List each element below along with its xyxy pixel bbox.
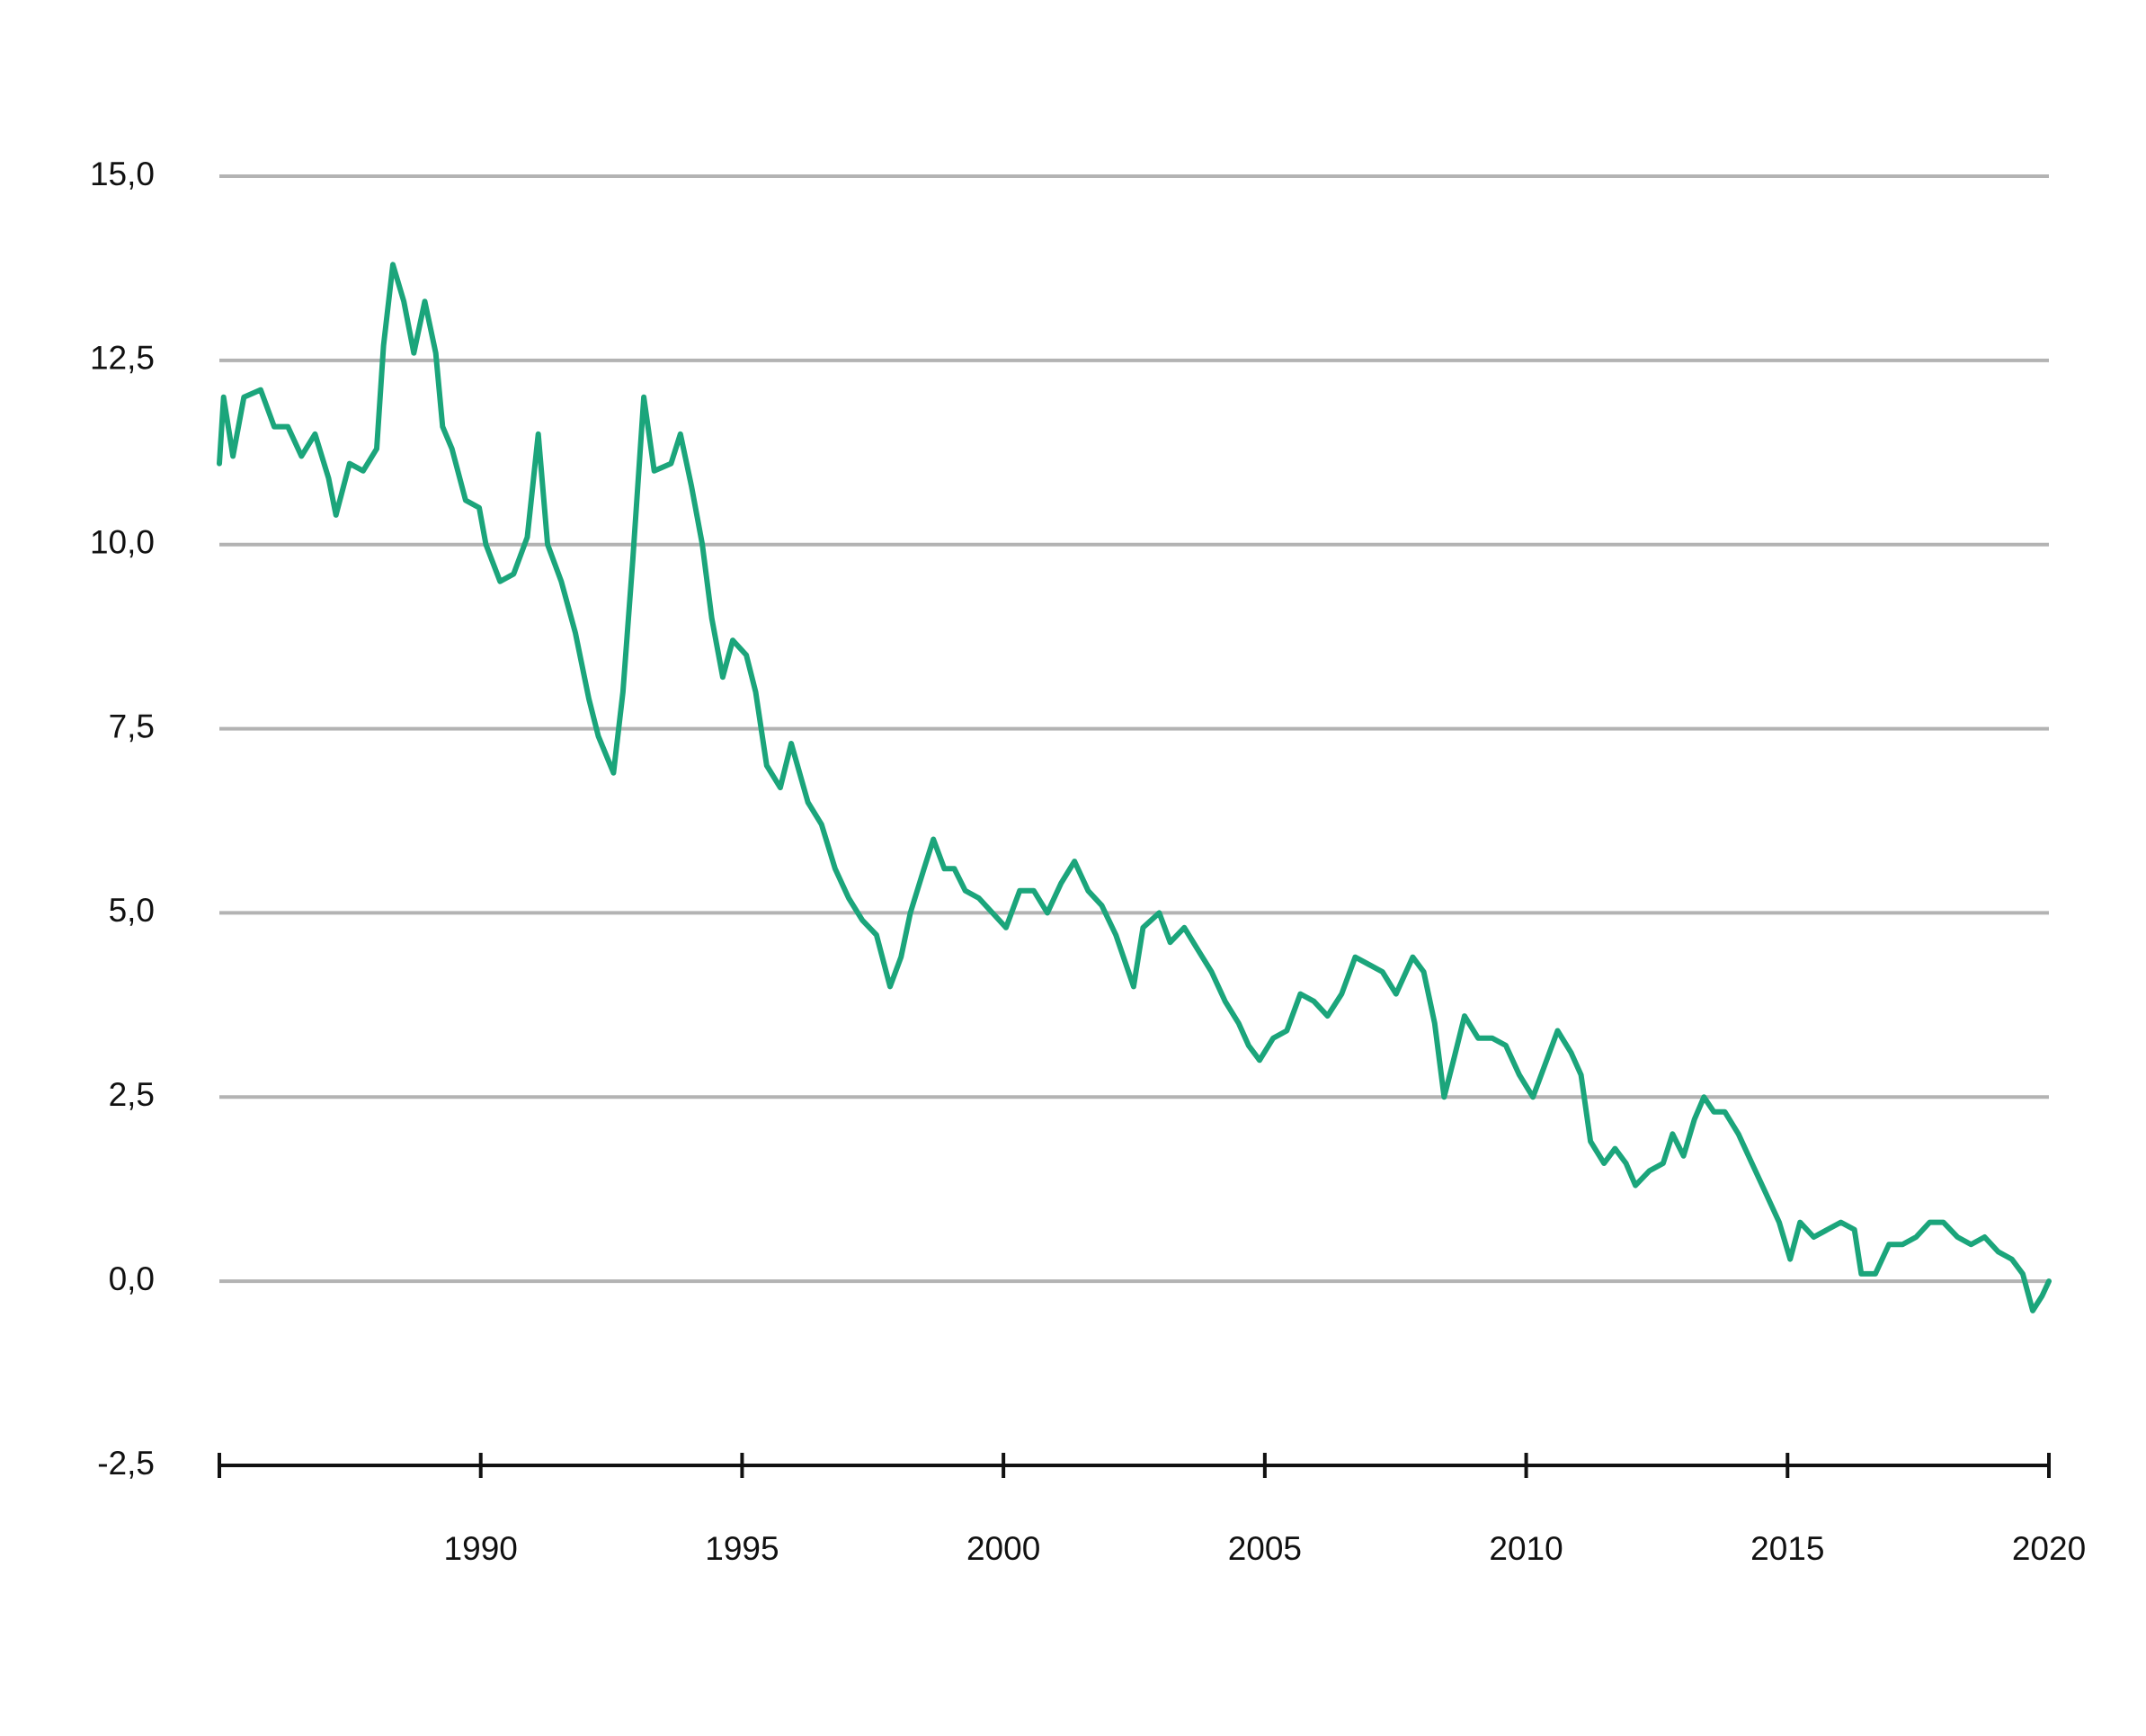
- x-tick-label: 2000: [966, 1530, 1040, 1567]
- x-tick-label: 2010: [1489, 1530, 1563, 1567]
- x-tick-label: 2015: [1750, 1530, 1824, 1567]
- y-tick-label: -2,5: [97, 1445, 155, 1482]
- y-tick-label: 12,5: [90, 340, 155, 377]
- y-tick-label: 2,5: [109, 1076, 155, 1113]
- y-tick-label: 5,0: [109, 892, 155, 929]
- y-tick-label: 15,0: [90, 156, 155, 192]
- x-tick-label: 2005: [1228, 1530, 1302, 1567]
- y-tick-label: 7,5: [109, 708, 155, 744]
- x-tick-label: 1995: [705, 1530, 779, 1567]
- line: [217, 262, 2052, 1313]
- x-tick-label: 1990: [444, 1530, 518, 1567]
- y-tick-label: 0,0: [109, 1260, 155, 1297]
- y-tick-label: 10,0: [90, 523, 155, 560]
- x-tick-label: 2020: [2012, 1530, 2086, 1567]
